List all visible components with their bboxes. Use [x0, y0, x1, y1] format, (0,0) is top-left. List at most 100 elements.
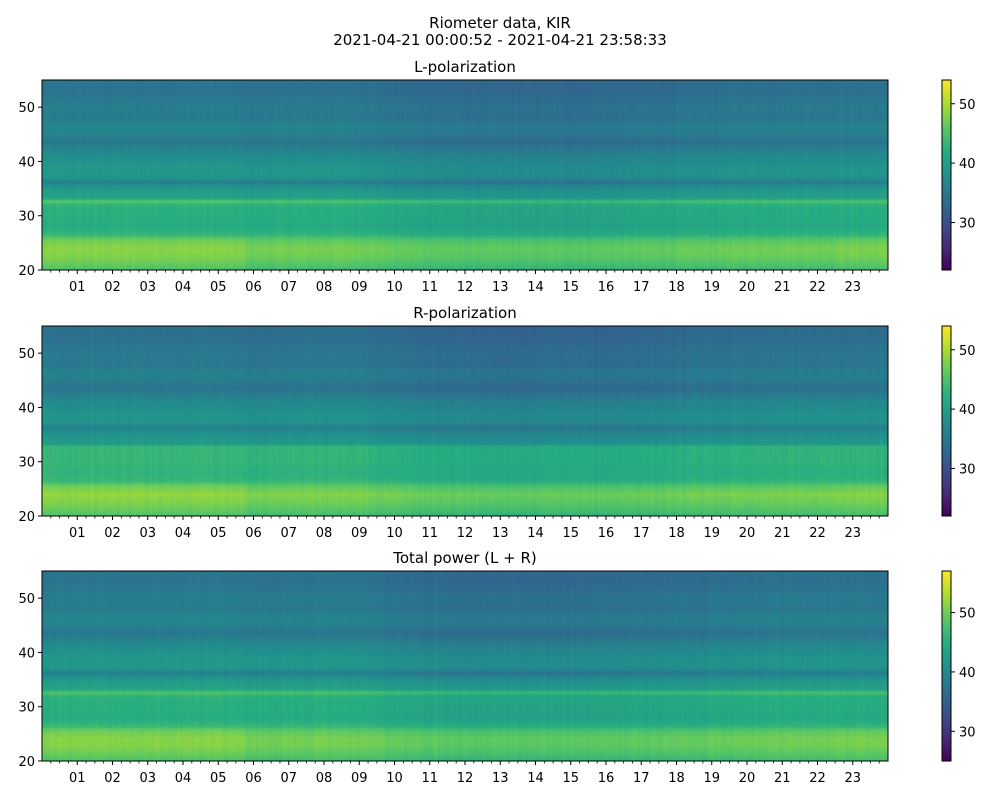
x-tick-label: 03 — [139, 280, 156, 295]
y-tick-label: 30 — [18, 210, 35, 225]
x-tick-label: 07 — [280, 280, 297, 295]
colorbar-tick-label: 50 — [959, 98, 976, 113]
x-tick-label: 18 — [668, 771, 685, 786]
x-tick-label: 23 — [844, 280, 861, 295]
x-tick-label: 08 — [316, 526, 333, 541]
heatmap-image — [42, 80, 888, 270]
x-tick-label: 23 — [844, 771, 861, 786]
colorbar-tick-label: 30 — [959, 463, 976, 478]
panel-3: Total power (L + R) 20 30 40 50 01 02 03 04 05 06 0… — [18, 549, 975, 786]
x-tick-label: 22 — [809, 280, 826, 295]
x-tick-label: 18 — [668, 526, 685, 541]
x-tick-label: 23 — [844, 526, 861, 541]
colorbar-tick-label: 40 — [959, 666, 976, 681]
x-tick-label: 22 — [809, 771, 826, 786]
x-tick-label: 03 — [139, 771, 156, 786]
x-tick-label: 05 — [210, 771, 227, 786]
x-tick-label: 10 — [386, 771, 403, 786]
x-tick-label: 02 — [104, 280, 121, 295]
x-tick-label: 19 — [703, 526, 720, 541]
colorbar-tick-label: 50 — [959, 344, 976, 359]
x-tick-label: 08 — [316, 280, 333, 295]
x-tick-label: 09 — [351, 280, 368, 295]
x-tick-label: 12 — [457, 526, 474, 541]
y-tick-label: 30 — [18, 701, 35, 716]
x-tick-label: 07 — [280, 771, 297, 786]
colorbar-tick-label: 40 — [959, 157, 976, 172]
x-tick-label: 18 — [668, 280, 685, 295]
x-tick-label: 14 — [527, 771, 544, 786]
x-tick-label: 09 — [351, 526, 368, 541]
x-tick-label: 10 — [386, 280, 403, 295]
y-tick-label: 40 — [18, 401, 35, 416]
x-tick-label: 14 — [527, 280, 544, 295]
x-tick-label: 12 — [457, 280, 474, 295]
x-tick-label: 01 — [69, 526, 86, 541]
x-tick-label: 11 — [421, 771, 438, 786]
x-tick-label: 20 — [739, 771, 756, 786]
x-tick-label: 20 — [739, 526, 756, 541]
y-tick-label: 40 — [18, 155, 35, 170]
colorbar — [941, 325, 952, 517]
y-tick-label: 40 — [18, 646, 35, 661]
colorbar-tick-label: 50 — [959, 607, 976, 622]
x-tick-label: 04 — [175, 526, 192, 541]
y-tick-label: 50 — [18, 101, 35, 116]
x-tick-label: 13 — [492, 526, 509, 541]
colorbar — [941, 79, 952, 271]
y-tick-label: 50 — [18, 592, 35, 607]
x-tick-label: 17 — [633, 280, 650, 295]
x-tick-label: 21 — [774, 771, 791, 786]
colorbar — [941, 570, 952, 762]
panel-1: L-polarization 20 30 40 50 01 02 03 04 05 06 07 08 09… — [18, 58, 975, 295]
x-tick-label: 04 — [175, 771, 192, 786]
x-tick-label: 05 — [210, 526, 227, 541]
x-tick-label: 06 — [245, 280, 262, 295]
x-tick-label: 15 — [562, 771, 579, 786]
panel-2: R-polarization 20 30 40 50 01 02 03 04 05 06 07 08 09… — [18, 304, 975, 541]
figure-subtitle: 2021-04-21 00:00:52 - 2021-04-21 23:58:3… — [333, 31, 667, 49]
x-tick-label: 10 — [386, 526, 403, 541]
x-tick-label: 01 — [69, 771, 86, 786]
x-tick-label: 08 — [316, 771, 333, 786]
heatmap-image — [42, 326, 888, 516]
x-tick-label: 20 — [739, 280, 756, 295]
panel-title: R-polarization — [413, 304, 516, 322]
heatmap-image — [42, 571, 888, 761]
colorbar-tick-label: 30 — [959, 217, 976, 232]
x-tick-label: 01 — [69, 280, 86, 295]
x-tick-label: 15 — [562, 280, 579, 295]
y-tick-label: 30 — [18, 456, 35, 471]
x-tick-label: 15 — [562, 526, 579, 541]
x-tick-label: 11 — [421, 526, 438, 541]
x-tick-label: 16 — [598, 280, 615, 295]
x-tick-label: 16 — [598, 771, 615, 786]
y-tick-label: 20 — [18, 510, 35, 525]
colorbar-tick-label: 40 — [959, 403, 976, 418]
x-tick-label: 13 — [492, 771, 509, 786]
x-tick-label: 17 — [633, 771, 650, 786]
x-tick-label: 04 — [175, 280, 192, 295]
x-tick-label: 05 — [210, 280, 227, 295]
x-tick-label: 19 — [703, 280, 720, 295]
x-tick-label: 09 — [351, 771, 368, 786]
x-tick-label: 11 — [421, 280, 438, 295]
x-tick-label: 16 — [598, 526, 615, 541]
colorbar-tick-label: 30 — [959, 725, 976, 740]
panel-title: Total power (L + R) — [392, 549, 537, 567]
panel-title: L-polarization — [414, 58, 516, 76]
x-tick-label: 17 — [633, 526, 650, 541]
x-tick-label: 12 — [457, 771, 474, 786]
x-tick-label: 19 — [703, 771, 720, 786]
figure-title: Riometer data, KIR — [429, 14, 571, 32]
x-tick-label: 07 — [280, 526, 297, 541]
x-tick-label: 21 — [774, 280, 791, 295]
x-tick-label: 06 — [245, 771, 262, 786]
x-tick-label: 13 — [492, 280, 509, 295]
x-tick-label: 21 — [774, 526, 791, 541]
y-tick-label: 20 — [18, 264, 35, 279]
x-tick-label: 02 — [104, 771, 121, 786]
x-tick-label: 06 — [245, 526, 262, 541]
x-tick-label: 22 — [809, 526, 826, 541]
